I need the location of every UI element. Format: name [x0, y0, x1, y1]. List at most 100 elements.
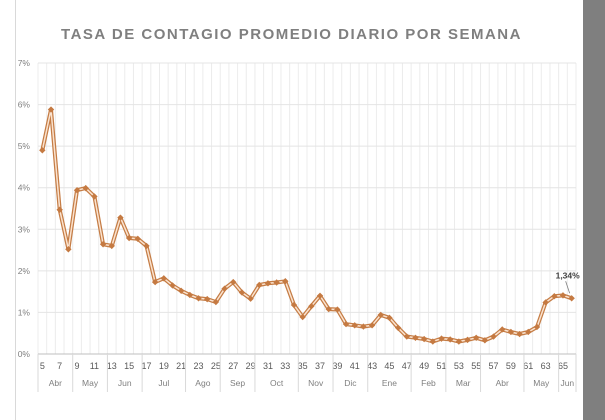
y-tick-label: 2% — [18, 266, 31, 276]
data-point — [169, 282, 176, 289]
x-tick-label: 33 — [280, 361, 290, 371]
data-point — [282, 278, 289, 285]
data-point — [256, 281, 263, 289]
data-point — [290, 301, 298, 309]
data-point — [403, 333, 410, 340]
month-label: Abr — [49, 378, 62, 388]
month-label: Ene — [382, 378, 397, 388]
data-point — [533, 323, 541, 331]
data-point — [160, 275, 168, 282]
data-point — [91, 193, 98, 200]
month-label: Oct — [270, 378, 284, 388]
x-tick-label: 41 — [350, 361, 360, 371]
data-point — [273, 279, 280, 286]
month-label: Dic — [344, 378, 357, 388]
data-point — [464, 336, 471, 344]
month-label: Nov — [308, 378, 324, 388]
chart-frame — [15, 0, 16, 420]
x-tick-label: 19 — [159, 361, 169, 371]
x-tick-label: 25 — [211, 361, 221, 371]
x-tick-label: 27 — [228, 361, 238, 371]
y-tick-label: 1% — [18, 307, 31, 317]
x-tick-label: 39 — [332, 361, 342, 371]
x-tick-label: 35 — [298, 361, 308, 371]
data-point — [438, 335, 445, 342]
month-label: Jun — [560, 378, 574, 388]
x-tick-label: 57 — [489, 361, 499, 371]
x-tick-label: 65 — [558, 361, 568, 371]
x-tick-label: 9 — [75, 361, 80, 371]
data-point — [299, 313, 306, 321]
y-tick-label: 3% — [18, 224, 31, 234]
data-point — [368, 322, 376, 329]
data-point — [177, 287, 185, 295]
chart-title: TASA DE CONTAGIO PROMEDIO DIARIO POR SEM… — [61, 26, 522, 43]
data-point — [334, 306, 341, 313]
data-point — [230, 278, 237, 286]
x-tick-label: 51 — [436, 361, 446, 371]
x-tick-label: 17 — [141, 361, 151, 371]
x-tick-label: 23 — [194, 361, 204, 371]
x-tick-label: 45 — [384, 361, 394, 371]
data-point — [195, 295, 202, 302]
month-label: May — [533, 378, 550, 388]
data-point — [143, 242, 150, 250]
data-point — [481, 337, 489, 344]
data-point — [186, 291, 194, 299]
x-tick-label: 53 — [454, 361, 464, 371]
x-tick-label: 21 — [176, 361, 186, 371]
data-point — [125, 234, 133, 242]
data-point — [420, 335, 428, 343]
x-tick-label: 11 — [90, 361, 99, 371]
month-label: Sep — [230, 378, 245, 388]
data-point — [108, 242, 115, 250]
x-tick-label: 59 — [506, 361, 516, 371]
data-point — [73, 187, 81, 194]
data-point — [429, 338, 437, 345]
month-label: Mar — [456, 378, 471, 388]
y-tick-label: 6% — [18, 100, 31, 110]
data-point — [490, 333, 497, 340]
x-tick-label: 31 — [263, 361, 273, 371]
data-point — [325, 305, 332, 313]
x-tick-label: 15 — [124, 361, 134, 371]
month-label: May — [82, 378, 99, 388]
y-tick-label: 5% — [18, 141, 31, 151]
data-point — [117, 214, 124, 221]
x-tick-label: 13 — [107, 361, 117, 371]
data-point — [39, 147, 46, 154]
month-label: Jul — [158, 378, 169, 388]
data-point — [56, 206, 63, 213]
x-tick-label: 37 — [315, 361, 325, 371]
data-point — [221, 285, 228, 292]
data-point — [99, 241, 107, 248]
data-point — [316, 292, 324, 299]
x-tick-label: 63 — [541, 361, 551, 371]
data-point — [377, 311, 384, 319]
line-chart: 0%1%2%3%4%5%6%7%5 7 9 11 13 15 17 19 21 23 25 27 29 3… — [18, 58, 581, 392]
data-point — [351, 322, 358, 329]
data-label: 1,34% — [556, 270, 581, 280]
data-point — [308, 302, 315, 310]
month-label: Jun — [118, 378, 132, 388]
x-tick-label: 61 — [523, 361, 533, 371]
data-point — [412, 334, 419, 341]
data-point — [360, 323, 367, 330]
month-label: Ago — [195, 378, 210, 388]
x-tick-label: 29 — [246, 361, 256, 371]
data-point — [264, 280, 272, 287]
data-point — [507, 328, 515, 336]
data-point — [204, 295, 211, 303]
data-point — [394, 324, 402, 332]
month-label: Abr — [496, 378, 509, 388]
data-point — [342, 320, 350, 328]
data-point — [47, 106, 55, 113]
side-strip — [583, 0, 605, 420]
x-tick-label: 5 — [40, 361, 45, 371]
data-point — [559, 292, 567, 299]
x-tick-label: 47 — [402, 361, 412, 371]
y-tick-label: 0% — [18, 349, 31, 359]
annotation-leader — [565, 281, 571, 294]
y-tick-label: 7% — [18, 58, 31, 68]
data-point — [386, 314, 393, 322]
